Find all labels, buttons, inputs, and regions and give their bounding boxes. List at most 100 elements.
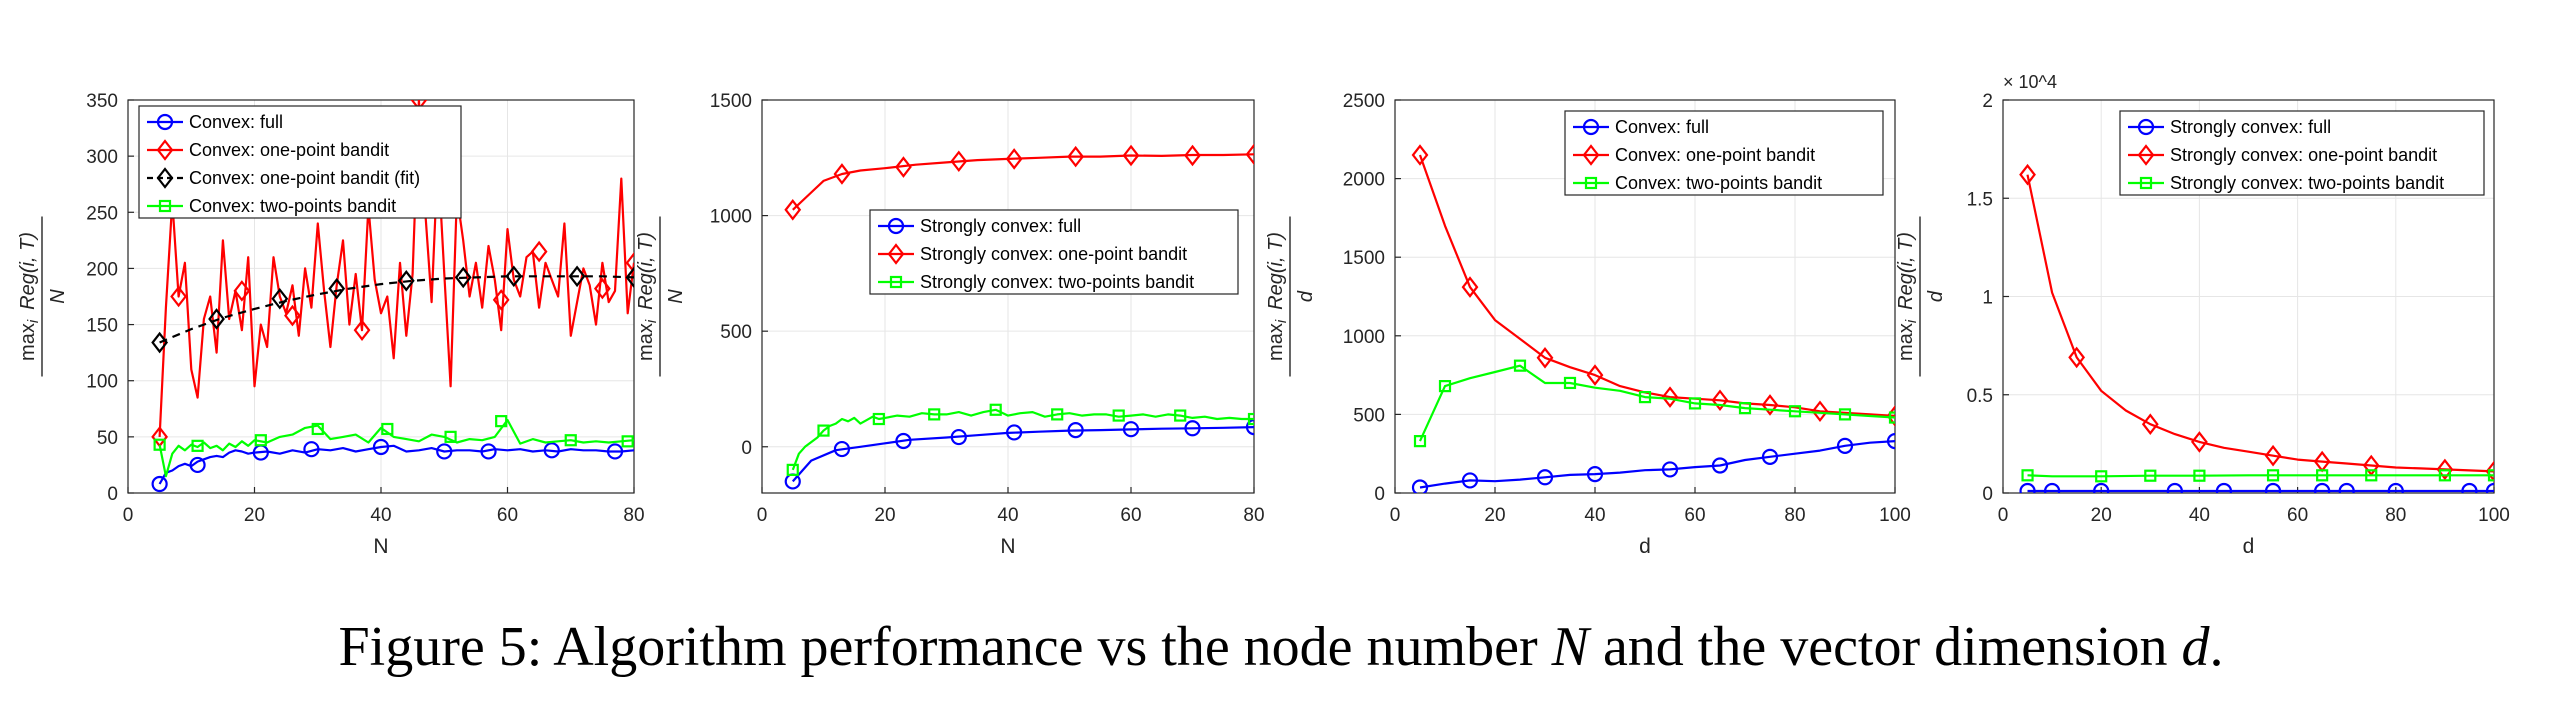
- x-tick-label: 0: [1998, 505, 2009, 526]
- caption-text-b: and the vector dimension: [1602, 616, 2168, 678]
- data-point-marker: [233, 280, 251, 302]
- x-tick-label: 80: [1243, 505, 1264, 526]
- chart-panel-1: 0 20 40 60 80 0 50 100 150 200 250 300 350 NmaxiReg(i…: [17, 91, 645, 558]
- y-tick-label: 0: [107, 484, 118, 505]
- series-line-1: [158, 444, 634, 485]
- x-axis-label: N: [1000, 535, 1015, 558]
- data-point-marker: [1711, 457, 1729, 474]
- y-tick-label: 1000: [710, 207, 752, 228]
- data-point-marker: [444, 430, 457, 443]
- legend-label-3: Convex: one-point bandit (fit): [189, 168, 420, 188]
- series-line-3: [1418, 364, 1895, 442]
- data-point-marker: [495, 415, 508, 428]
- series-group: [1411, 144, 1895, 493]
- data-point-marker: [1005, 148, 1023, 170]
- y-label-numerator: maxiReg(i, T): [1265, 232, 1290, 361]
- y-tick-label: 0: [1374, 484, 1385, 505]
- data-point-marker: [2485, 460, 2494, 483]
- y-axis-label: maxiReg(i, T) d: [1265, 216, 1317, 377]
- legend: Strongly convex: full Strongly convex: on…: [2119, 110, 2485, 196]
- data-point-marker: [568, 265, 586, 288]
- data-point-marker: [2193, 469, 2206, 482]
- series-line-3: [159, 275, 634, 344]
- legend-marker-4: [158, 199, 172, 213]
- data-point-marker: [2044, 482, 2061, 493]
- data-point-marker: [2487, 469, 2494, 482]
- data-point-marker: [950, 150, 968, 173]
- data-point-marker: [950, 428, 967, 446]
- data-point-marker: [1838, 408, 1852, 421]
- x-tick-label: 40: [1584, 505, 1605, 526]
- data-point-marker: [833, 440, 851, 458]
- data-point-marker: [1886, 433, 1895, 450]
- x-tick-label: 20: [1484, 505, 1505, 526]
- legend-label-1: Strongly convex: full: [2170, 117, 2331, 137]
- legend-label-3: Strongly convex: two-points bandit: [2170, 173, 2444, 193]
- y-axis-label: maxiReg(i, T) N: [635, 216, 687, 377]
- legend-marker-1: [2137, 118, 2155, 136]
- y-tick-label: 2500: [1343, 91, 1385, 112]
- y-label-denominator: N: [47, 289, 69, 304]
- legend: Convex: full Convex: one-point bandit Conv…: [138, 105, 462, 219]
- chart-panel-3: 0 20 40 60 80 10005001000150020002500dmaxiReg…: [1265, 91, 1911, 558]
- data-point-marker: [1661, 386, 1679, 408]
- legend-marker-2: [1582, 144, 1600, 166]
- x-tick-label: 60: [497, 505, 518, 526]
- data-point-marker: [1112, 409, 1125, 422]
- legend-label-2: Convex: one-point bandit: [1615, 145, 1815, 165]
- y-axis-label: maxiReg(i, T) d: [1895, 216, 1947, 377]
- data-point-marker: [170, 285, 187, 308]
- data-point-marker: [2461, 482, 2478, 493]
- data-point-marker: [397, 269, 415, 292]
- caption-var-d: d: [2181, 616, 2210, 678]
- data-point-marker: [2365, 469, 2378, 482]
- data-point-marker: [1788, 405, 1802, 418]
- caption-var-n: N: [1551, 616, 1589, 678]
- legend-marker-3: [1584, 176, 1598, 190]
- data-point-marker: [189, 456, 206, 474]
- x-tick-label: 60: [1684, 505, 1705, 526]
- series-line-3: [2027, 474, 2494, 478]
- legend-label-2: Strongly convex: one-point bandit: [920, 244, 1187, 264]
- data-point-marker: [784, 199, 802, 221]
- data-point-marker: [1184, 420, 1201, 437]
- legend-label-4: Convex: two-points bandit: [189, 196, 396, 216]
- data-point-marker: [1688, 397, 1702, 410]
- data-point-marker: [1413, 435, 1427, 448]
- y-tick-label: 1500: [710, 91, 752, 112]
- data-point-marker: [208, 308, 225, 330]
- legend-marker-2: [2137, 144, 2155, 166]
- y-tick-label: 0: [741, 438, 752, 459]
- data-point-marker: [895, 156, 912, 178]
- data-point-marker: [328, 277, 346, 300]
- x-tick-label: 0: [757, 505, 768, 526]
- caption-prefix: Figure 5:: [338, 616, 543, 678]
- data-point-marker: [2485, 482, 2494, 493]
- data-point-marker: [191, 439, 204, 452]
- legend-marker-1: [156, 113, 174, 131]
- data-point-marker: [621, 435, 634, 448]
- data-point-marker: [593, 277, 611, 300]
- data-point-marker: [872, 412, 885, 426]
- y-label-denominator: d: [1295, 290, 1317, 302]
- y-tick-label: 500: [1353, 405, 1385, 426]
- legend-box: [869, 209, 1239, 295]
- series-line-1: [1419, 440, 1895, 489]
- x-tick-label: 100: [1879, 505, 1911, 526]
- legend-label-1: Convex: full: [189, 112, 283, 132]
- series-group: [2019, 163, 2494, 493]
- x-tick-label: 20: [874, 505, 895, 526]
- data-point-marker: [1067, 422, 1084, 439]
- data-point-marker: [1247, 412, 1254, 426]
- x-tick-label: 60: [2287, 505, 2308, 526]
- y-tick-label: 2: [1982, 91, 1993, 112]
- legend-box: [138, 105, 462, 219]
- data-point-marker: [1122, 421, 1140, 438]
- legend-label-2: Convex: one-point bandit: [189, 140, 389, 160]
- data-point-marker: [1122, 144, 1140, 167]
- data-point-marker: [2141, 413, 2159, 436]
- data-point-marker: [2316, 469, 2329, 482]
- legend-label-3: Strongly convex: two-points bandit: [920, 272, 1194, 292]
- data-point-marker: [254, 434, 267, 447]
